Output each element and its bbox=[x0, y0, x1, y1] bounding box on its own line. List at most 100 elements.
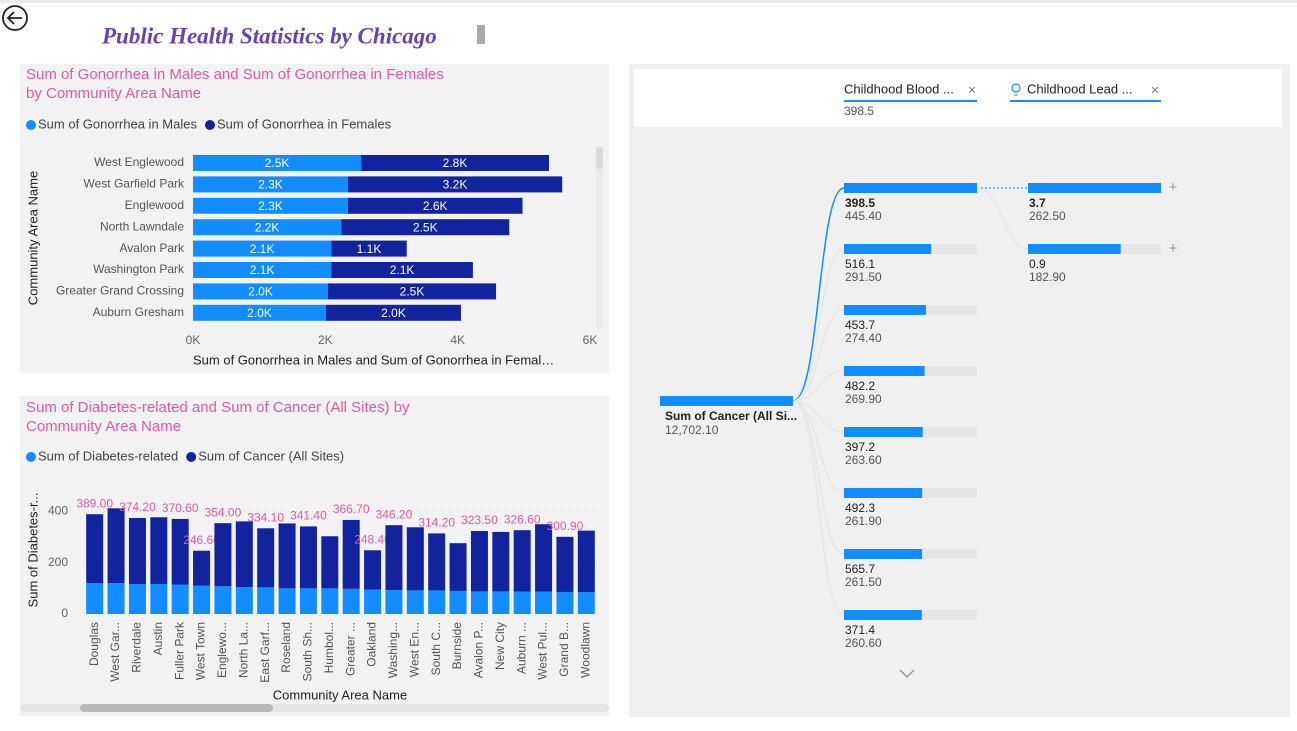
x-tick-label: South Sh... bbox=[301, 622, 315, 681]
y-tick-label: North Lawndale bbox=[100, 219, 184, 233]
node-label: 565.7 bbox=[845, 562, 875, 576]
node-bar bbox=[844, 549, 923, 559]
bar bbox=[193, 283, 328, 300]
chart-title: Sum of Diabetes-related and Sum of Cance… bbox=[26, 399, 410, 435]
x-tick-label: Riverdale bbox=[130, 622, 144, 673]
panel-3 bbox=[629, 64, 1290, 717]
bar bbox=[342, 519, 360, 589]
data-label: 2.8K bbox=[443, 156, 468, 170]
bar bbox=[235, 587, 253, 614]
x-tick-label: Auburn ... bbox=[514, 622, 528, 674]
root-bar bbox=[660, 396, 793, 406]
bar bbox=[492, 591, 510, 614]
data-label: 2.3K bbox=[258, 178, 283, 192]
legend-label: Sum of Cancer (All Sites) bbox=[198, 448, 344, 463]
root-label: Sum of Cancer (All Si... bbox=[665, 409, 797, 423]
bar bbox=[107, 583, 125, 614]
x-tick-label: 4K bbox=[450, 333, 465, 347]
node-value: 263.60 bbox=[845, 453, 882, 467]
bar bbox=[150, 517, 168, 584]
connector bbox=[792, 370, 845, 402]
total-label: 389.00 bbox=[76, 496, 113, 510]
bar bbox=[556, 591, 574, 614]
bar bbox=[577, 592, 595, 614]
legend-swatch bbox=[204, 120, 215, 130]
x-tick-label: Grand B... bbox=[557, 622, 571, 677]
expand-plus[interactable]: + bbox=[1169, 179, 1178, 196]
y-tick-label: 0 bbox=[61, 606, 68, 620]
expand-plus[interactable]: + bbox=[1169, 240, 1178, 257]
bar bbox=[428, 533, 446, 591]
bar bbox=[470, 591, 488, 614]
x-tick-label: Avalon P... bbox=[472, 622, 486, 678]
x-tick-label: West En... bbox=[407, 622, 421, 677]
node-bar bbox=[844, 366, 925, 376]
filter-close[interactable]: × bbox=[1151, 82, 1159, 98]
title-line: Sum of Diabetes-related and Sum of Cance… bbox=[26, 399, 410, 416]
node-bar bbox=[844, 305, 926, 315]
data-label: 2.0K bbox=[247, 306, 272, 320]
x-axis-title: Sum of Gonorrhea in Males and Sum of Gon… bbox=[193, 352, 554, 367]
insight-icon bbox=[1011, 83, 1021, 93]
h-scrollbar-thumb[interactable] bbox=[80, 704, 273, 712]
bar bbox=[193, 197, 348, 214]
y-tick-label: Englewood bbox=[125, 198, 184, 212]
bar bbox=[214, 523, 232, 587]
node-value: 262.50 bbox=[1029, 209, 1066, 223]
bar bbox=[342, 588, 360, 614]
total-label: 341.40 bbox=[290, 509, 327, 523]
bar bbox=[107, 508, 125, 584]
bar bbox=[128, 518, 146, 584]
x-tick-label: West Pul... bbox=[536, 622, 550, 680]
bar bbox=[193, 304, 326, 321]
y-tick-label: Auburn Gresham bbox=[93, 305, 184, 319]
node-label: 371.4 bbox=[845, 623, 875, 637]
bar bbox=[361, 155, 549, 171]
connector bbox=[792, 400, 845, 616]
node-label: 398.5 bbox=[845, 196, 875, 210]
total-label: 246.60 bbox=[183, 533, 220, 547]
bar bbox=[385, 590, 403, 614]
x-tick-label: Woodlawn bbox=[578, 622, 592, 678]
bar bbox=[341, 219, 510, 236]
legend-swatch bbox=[26, 452, 36, 462]
filter-close[interactable]: × bbox=[968, 82, 976, 98]
data-label: 2.0K bbox=[381, 306, 406, 320]
root-value: 12,702.10 bbox=[665, 423, 719, 437]
bar bbox=[406, 527, 424, 591]
total-label: 323.50 bbox=[461, 513, 498, 527]
x-tick-label: Englewo... bbox=[215, 622, 229, 678]
bar bbox=[556, 536, 574, 592]
chart-title: Sum of Gonorrhea in Males and Sum of Gon… bbox=[26, 66, 444, 102]
x-tick-label: 0K bbox=[186, 333, 201, 347]
title-line: Sum of Gonorrhea in Males and Sum of Gon… bbox=[26, 66, 444, 83]
node-bar bbox=[844, 427, 923, 437]
data-label: 2.5K bbox=[265, 156, 290, 170]
bar bbox=[492, 531, 510, 592]
expand-chevron[interactable] bbox=[899, 669, 915, 679]
x-tick-label: West Town bbox=[194, 622, 208, 680]
bar bbox=[193, 550, 211, 586]
data-label: 2.1K bbox=[250, 242, 275, 256]
y-axis-title: Community Area Name bbox=[25, 171, 40, 305]
bar bbox=[193, 262, 332, 278]
bar bbox=[364, 589, 382, 614]
bar bbox=[327, 283, 497, 300]
bar bbox=[235, 521, 253, 588]
bar bbox=[278, 523, 296, 589]
bar bbox=[257, 528, 275, 588]
x-tick-label: 6K bbox=[583, 333, 598, 347]
bar bbox=[193, 240, 332, 257]
bar bbox=[321, 588, 339, 614]
bar bbox=[347, 176, 563, 193]
node-value: 261.50 bbox=[845, 575, 882, 589]
back-button[interactable] bbox=[2, 5, 28, 31]
node-label: 397.2 bbox=[845, 440, 875, 454]
total-label: 370.60 bbox=[162, 501, 199, 515]
connector bbox=[792, 400, 845, 555]
node-label: 453.7 bbox=[845, 318, 875, 332]
connector bbox=[792, 400, 845, 433]
node-label: 492.3 bbox=[845, 501, 875, 515]
back-arrow bbox=[6, 11, 22, 25]
